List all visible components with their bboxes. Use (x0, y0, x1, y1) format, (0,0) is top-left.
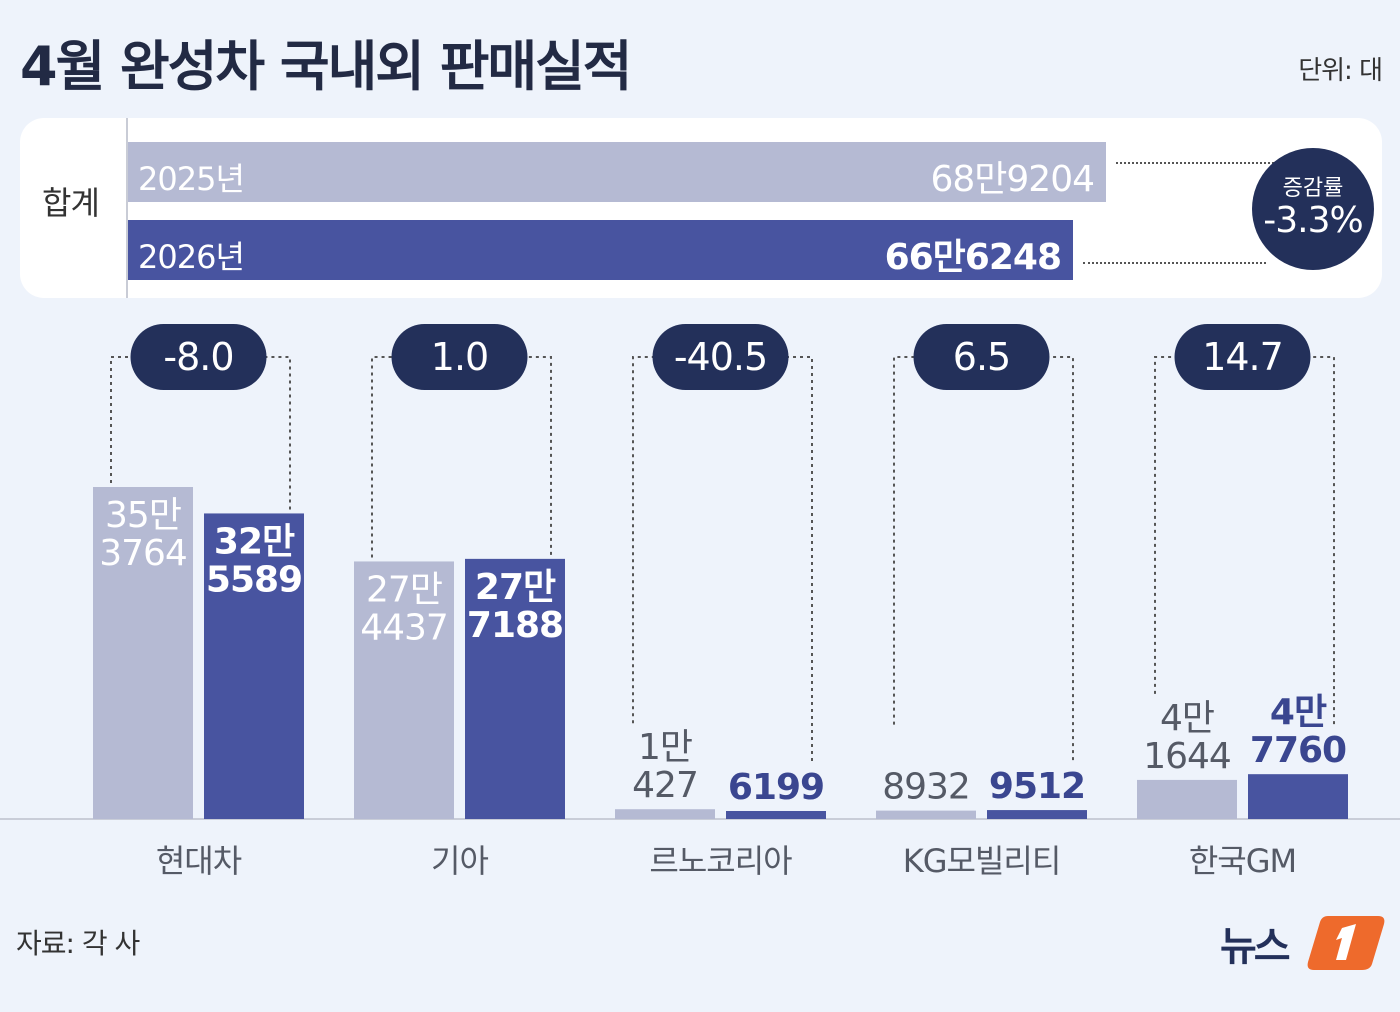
bracket-right (788, 356, 813, 761)
bar-value-label: 427 (632, 765, 698, 806)
total-bar-2026: 2026년 66만6248 (128, 220, 1073, 280)
change-rate-pill (652, 324, 789, 390)
total-label: 합계 (42, 184, 100, 222)
bar-2025 (615, 809, 715, 819)
change-rate-pill (391, 324, 528, 390)
page-title: 4월 완성차 국내외 판매실적 (20, 35, 632, 98)
bracket-right (1049, 356, 1074, 761)
bar-2025 (876, 810, 976, 819)
bracket-right (266, 356, 291, 510)
bar-2026 (726, 811, 826, 819)
bracket-left (893, 356, 916, 725)
bar-value-label: 27만 (366, 569, 442, 610)
bracket-left (1154, 356, 1177, 694)
bar-value-label: 7188 (467, 605, 563, 646)
bar-2026 (987, 810, 1087, 819)
bar-2025 (1137, 779, 1237, 819)
bracket-left (371, 356, 394, 558)
bar-value-label: 1644 (1143, 736, 1231, 777)
change-rate-pill (1174, 324, 1311, 390)
unit-label: 단위: 대 (1298, 56, 1383, 86)
leader-line (1116, 162, 1290, 164)
bar-value-label: 6199 (728, 767, 824, 808)
total-card: 합계 2025년 68만9204 2026년 66만6248 (20, 118, 1382, 298)
bar-value-label: 32만 (214, 521, 295, 562)
category-label: KG모빌리티 (903, 842, 1061, 880)
change-rate-text: -8.0 (163, 335, 233, 379)
total-change-badge: 증감률 -3.3% (1252, 148, 1374, 270)
bar-2025 (354, 561, 454, 819)
bar-value-label: 1만 (638, 727, 692, 768)
bar-value-label: 4437 (360, 607, 448, 648)
change-rate-pill (913, 324, 1050, 390)
bracket-left (632, 356, 655, 724)
bar-value-label: 7760 (1250, 730, 1346, 771)
total-bar-year: 2025년 (138, 160, 245, 198)
bar-value-label: 5589 (206, 559, 302, 600)
bar-value-label: 8932 (882, 767, 970, 808)
bar-2026 (204, 513, 304, 819)
bar-value-label: 9512 (989, 766, 1085, 807)
bar-value-label: 35만 (105, 495, 181, 536)
total-bar-value: 68만9204 (930, 159, 1095, 200)
total-axis (126, 118, 128, 298)
bracket-right (527, 356, 552, 555)
bar-value-label: 4만 (1160, 698, 1214, 739)
bar-2025 (93, 487, 193, 819)
leader-line (1083, 262, 1266, 264)
bar-value-label: 4만 (1270, 692, 1327, 733)
change-rate-value: -3.3% (1263, 200, 1363, 241)
bracket-left (110, 356, 133, 483)
bar-value-label: 3764 (99, 533, 187, 574)
news1-logo: 뉴스 (1220, 916, 1385, 970)
bracket-right (1310, 356, 1335, 725)
svg-text:뉴스: 뉴스 (1220, 924, 1290, 970)
change-rate-label: 증감률 (1282, 176, 1344, 201)
category-label: 한국GM (1189, 842, 1296, 880)
bar-2026 (465, 558, 565, 819)
change-rate-text: -40.5 (674, 335, 767, 379)
category-label: 르노코리아 (649, 842, 792, 880)
total-bar-value: 66만6248 (884, 237, 1062, 278)
bar-value-label: 27만 (475, 567, 556, 608)
category-label: 기아 (431, 842, 488, 880)
bar-2026 (1248, 774, 1348, 819)
source-note: 자료: 각 사 (16, 927, 140, 960)
change-rate-text: 6.5 (953, 335, 1010, 379)
change-rate-text: 14.7 (1202, 335, 1283, 379)
category-label: 현대차 (156, 842, 242, 880)
total-bar-year: 2026년 (138, 238, 245, 276)
change-rate-text: 1.0 (431, 335, 488, 379)
change-rate-pill (130, 324, 267, 390)
total-bar-2025: 2025년 68만9204 (128, 142, 1106, 202)
